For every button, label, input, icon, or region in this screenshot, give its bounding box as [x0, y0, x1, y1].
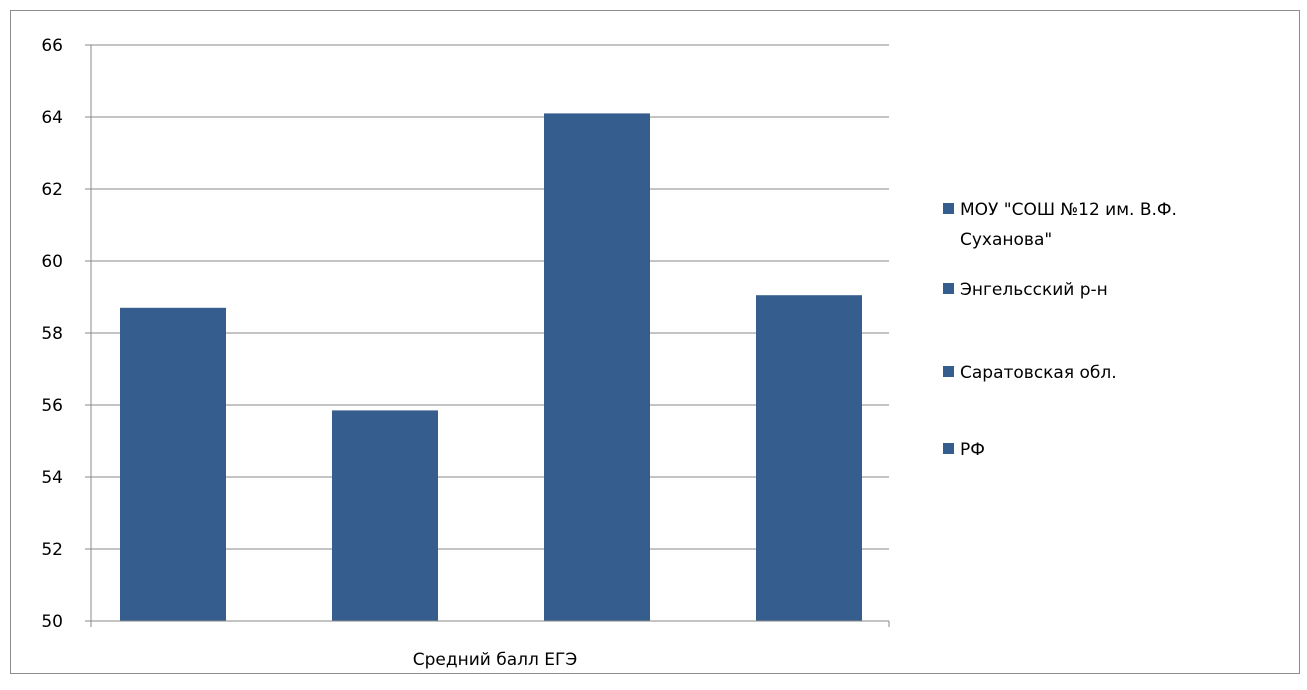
- legend: МОУ "СОШ №12 им. В.Ф. Суханова" Энгельсски…: [943, 200, 1177, 460]
- y-tick-label: 66: [41, 36, 63, 56]
- bar-series-1: [120, 307, 226, 621]
- y-tick-label: 60: [41, 252, 63, 272]
- legend-item: РФ: [943, 440, 985, 460]
- bar-series-2: [332, 410, 438, 621]
- legend-label: МОУ "СОШ №12 им. В.Ф.: [960, 200, 1177, 220]
- bars: [120, 113, 862, 622]
- legend-swatch: [943, 443, 954, 454]
- chart-frame: 50 52 54 56 58 60 62 64 66 Средний балл ЕГЭ МОУ …: [10, 10, 1300, 674]
- bar-series-3: [544, 113, 650, 622]
- y-tick-label: 56: [41, 396, 63, 416]
- legend-swatch: [943, 203, 954, 214]
- legend-swatch: [943, 283, 954, 294]
- y-tick-label: 54: [41, 468, 63, 488]
- legend-swatch: [943, 366, 954, 377]
- legend-label: Суханова": [960, 230, 1052, 250]
- legend-item: Саратовская обл.: [943, 363, 1117, 383]
- axes: [85, 44, 890, 627]
- legend-label: РФ: [960, 440, 985, 460]
- y-tick-label: 64: [41, 108, 63, 128]
- x-category-label: Средний балл ЕГЭ: [413, 650, 578, 670]
- y-tick-labels: 50 52 54 56 58 60 62 64 66: [41, 36, 63, 632]
- bar-series-4: [756, 295, 862, 621]
- y-tick-label: 58: [41, 324, 63, 344]
- y-tick-label: 62: [41, 180, 63, 200]
- y-tick-label: 52: [41, 540, 63, 560]
- bar-chart: 50 52 54 56 58 60 62 64 66 Средний балл ЕГЭ МОУ …: [41, 36, 1177, 670]
- legend-item: Энгельсский р-н: [943, 280, 1108, 300]
- legend-label: Саратовская обл.: [960, 363, 1117, 383]
- y-tick-label: 50: [41, 612, 63, 632]
- legend-label: Энгельсский р-н: [960, 280, 1108, 300]
- legend-item: МОУ "СОШ №12 им. В.Ф. Суханова": [943, 200, 1177, 250]
